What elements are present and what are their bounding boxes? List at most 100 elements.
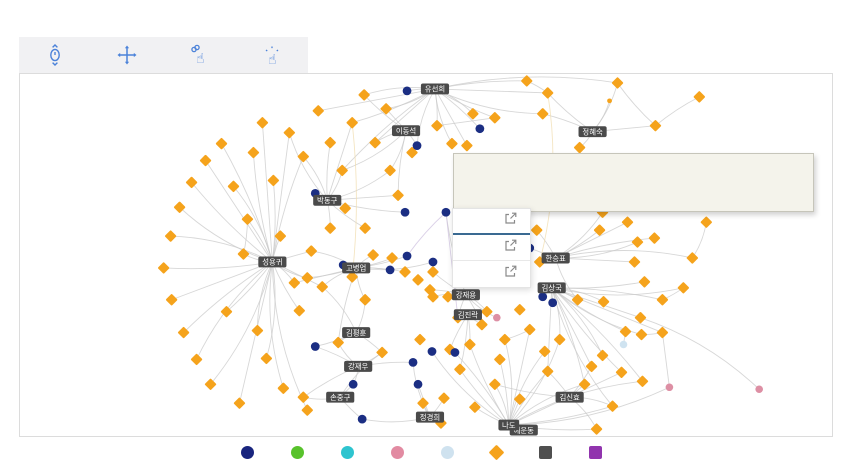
- graph-node-d[interactable]: [339, 202, 351, 214]
- graph-node-n[interactable]: [402, 251, 412, 261]
- graph-node-d[interactable]: [531, 224, 543, 236]
- graph-node-d[interactable]: [324, 222, 336, 234]
- graph-node-d[interactable]: [359, 294, 371, 306]
- graph-node-n[interactable]: [475, 124, 485, 134]
- legend-item-navy-circle[interactable]: [240, 445, 254, 459]
- graph-node-d[interactable]: [648, 232, 661, 244]
- graph-node-d[interactable]: [554, 333, 566, 346]
- graph-node-d[interactable]: [332, 336, 344, 349]
- graph-node-d[interactable]: [241, 213, 254, 225]
- graph-node-n[interactable]: [400, 207, 410, 217]
- graph-node-d[interactable]: [467, 108, 479, 120]
- node-label[interactable]: 고병업: [342, 262, 371, 274]
- graph-node-d[interactable]: [446, 137, 458, 150]
- graph-node-n[interactable]: [357, 414, 367, 424]
- graph-node-d[interactable]: [324, 136, 336, 149]
- graph-node-d[interactable]: [204, 378, 217, 390]
- graph-node-d[interactable]: [173, 201, 186, 213]
- graph-node-n[interactable]: [310, 342, 320, 351]
- graph-node-d[interactable]: [260, 352, 273, 365]
- node-label[interactable]: 강재우: [344, 360, 373, 372]
- graph-node-d[interactable]: [220, 306, 233, 318]
- node-label[interactable]: 나도: [498, 419, 520, 431]
- graph-node-p[interactable]: [493, 313, 501, 322]
- graph-node-d[interactable]: [578, 378, 591, 390]
- graph-node-d[interactable]: [634, 312, 647, 324]
- graph-node-d[interactable]: [190, 353, 203, 366]
- graph-node-n[interactable]: [538, 292, 548, 302]
- legend-item-gray-square[interactable]: [538, 445, 552, 459]
- graph-node-d[interactable]: [438, 392, 450, 404]
- graph-node-d[interactable]: [293, 305, 305, 317]
- graph-node-d[interactable]: [489, 378, 501, 390]
- graph-node-d[interactable]: [312, 105, 324, 117]
- graph-node-n[interactable]: [412, 141, 422, 150]
- graph-node-d[interactable]: [656, 326, 669, 339]
- graph-node-d[interactable]: [537, 108, 549, 120]
- legend-item-orange-diamond[interactable]: [488, 444, 504, 460]
- graph-node-d[interactable]: [369, 136, 381, 149]
- graph-node-n[interactable]: [413, 379, 423, 389]
- graph-node-d[interactable]: [573, 141, 586, 154]
- graph-node-d[interactable]: [247, 146, 260, 159]
- legend-item-purple-square[interactable]: [588, 445, 602, 459]
- graph-node-d[interactable]: [386, 252, 398, 264]
- graph-node-d[interactable]: [597, 296, 610, 308]
- graph-node-d[interactable]: [494, 353, 506, 366]
- graph-node-n[interactable]: [402, 86, 412, 96]
- graph-node-d[interactable]: [165, 294, 178, 306]
- graph-node-d[interactable]: [316, 281, 328, 293]
- graph-node-d[interactable]: [606, 400, 619, 412]
- node-label[interactable]: 김상국: [537, 282, 566, 294]
- graph-node-d[interactable]: [621, 216, 634, 228]
- graph-node-d[interactable]: [635, 328, 648, 341]
- context-menu-item-2[interactable]: [453, 235, 530, 261]
- graph-node-lb[interactable]: [619, 340, 628, 349]
- graph-node-d[interactable]: [376, 346, 388, 359]
- graph-node-d[interactable]: [476, 318, 488, 331]
- graph-node-d[interactable]: [427, 291, 439, 303]
- graph-node-d[interactable]: [256, 117, 269, 129]
- pan-tool-button[interactable]: [91, 37, 163, 73]
- graph-node-d[interactable]: [628, 256, 641, 268]
- graph-node-d[interactable]: [297, 150, 309, 163]
- graph-node-n[interactable]: [548, 298, 558, 308]
- graph-node-p[interactable]: [665, 383, 674, 392]
- graph-node-d[interactable]: [199, 154, 212, 167]
- graph-node-d[interactable]: [301, 404, 313, 416]
- graph-node-d[interactable]: [392, 189, 404, 201]
- graph-node-d[interactable]: [499, 333, 511, 346]
- graph-node-d[interactable]: [686, 252, 698, 264]
- graph-node-n[interactable]: [450, 348, 460, 357]
- graph-node-d[interactable]: [227, 180, 240, 193]
- legend-item-pink-circle[interactable]: [390, 445, 404, 459]
- graph-node-d[interactable]: [283, 127, 295, 139]
- graph-node-d[interactable]: [571, 294, 584, 306]
- graph-node-d[interactable]: [157, 262, 170, 274]
- graph-node-d[interactable]: [542, 87, 554, 99]
- graph-node-d[interactable]: [590, 423, 603, 435]
- tap-tool-button[interactable]: ☝: [236, 37, 308, 73]
- graph-node-d[interactable]: [649, 120, 662, 132]
- graph-node-d[interactable]: [677, 282, 690, 294]
- node-label[interactable]: 손중구: [326, 391, 355, 403]
- graph-node-d[interactable]: [539, 345, 551, 358]
- graph-node-d[interactable]: [177, 326, 190, 339]
- graph-node-d[interactable]: [414, 333, 426, 346]
- graph-node-n[interactable]: [441, 207, 451, 217]
- zoom-scroll-tool-button[interactable]: [19, 37, 91, 73]
- graph-node-d[interactable]: [380, 103, 392, 115]
- network-canvas[interactable]: 유선희 이동석 정혜숙 박동구 성용귀 고병업 한승표 김상국 강재용 김진락 김평훈 강재우 손중구 정…: [19, 73, 833, 437]
- graph-node-d[interactable]: [461, 139, 473, 152]
- graph-node-d[interactable]: [288, 277, 300, 289]
- graph-node-d[interactable]: [215, 137, 228, 150]
- graph-node-d[interactable]: [274, 230, 287, 242]
- graph-node-d[interactable]: [593, 224, 606, 236]
- graph-node-p[interactable]: [755, 385, 763, 394]
- graph-node-d[interactable]: [297, 391, 309, 403]
- graph-node-n[interactable]: [428, 257, 438, 267]
- graph-node-d[interactable]: [305, 245, 317, 257]
- node-label[interactable]: 성용귀: [258, 256, 287, 268]
- graph-node-d[interactable]: [431, 120, 443, 132]
- graph-node-d[interactable]: [524, 323, 536, 336]
